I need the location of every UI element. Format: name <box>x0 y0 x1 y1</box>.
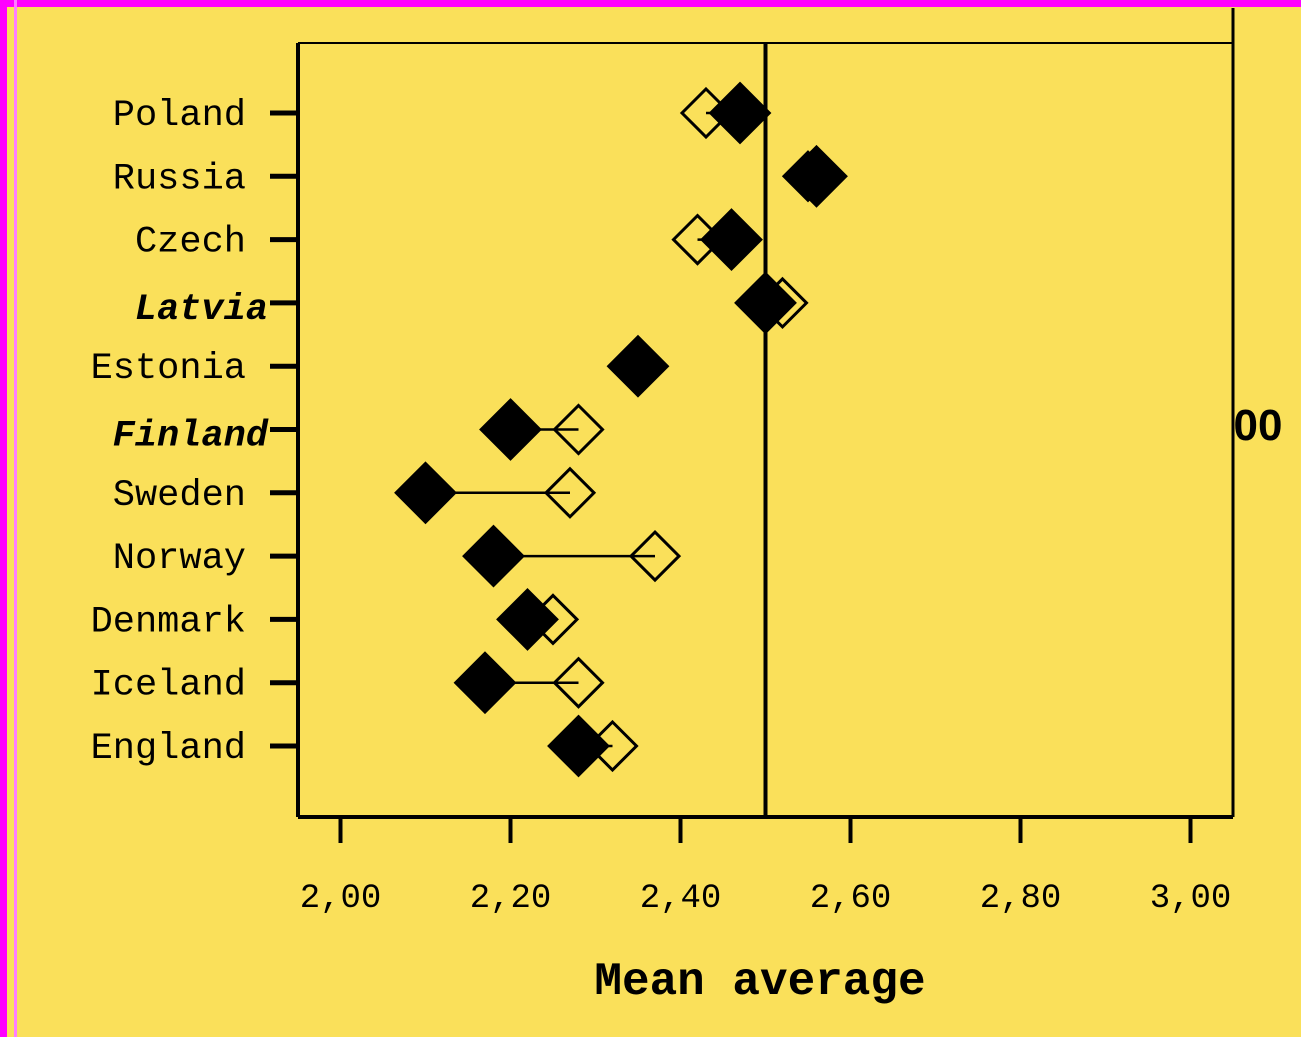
filled-diamond-point <box>700 208 763 272</box>
filled-diamond-point <box>547 714 610 778</box>
open-diamond-point <box>552 656 605 709</box>
filled-diamond-point <box>462 524 525 588</box>
labels-layer: 2,00 2,20 2,40 2,60 2,80 3,00 Poland Russia Czec… <box>91 95 1232 918</box>
filled-diamond-point <box>453 651 517 715</box>
filled-diamond-point <box>785 144 848 208</box>
x-tick-label: 2,80 <box>980 880 1062 918</box>
filled-diamond-point <box>708 81 772 145</box>
x-tick-label: 2,00 <box>300 880 382 918</box>
axes-layer <box>270 8 1235 843</box>
filled-diamond-point <box>606 334 670 398</box>
y-tick-label: Finland <box>113 416 269 458</box>
filled-diamond-series <box>394 81 848 778</box>
x-axis-title: Mean average <box>594 956 925 1008</box>
side-text: 00 <box>1234 401 1283 450</box>
filled-diamond-point <box>479 398 542 461</box>
filled-diamond-point <box>496 587 559 651</box>
filled-diamond-point <box>734 271 797 335</box>
y-tick-label: Latvia <box>135 289 268 331</box>
x-tick-label: 2,20 <box>470 880 552 918</box>
x-tick-label: 2,40 <box>640 880 722 918</box>
open-diamond-point <box>552 403 605 456</box>
y-tick-label: Norway <box>113 538 246 580</box>
y-tick-label: Estonia <box>91 348 246 390</box>
y-tick-label: Iceland <box>91 665 246 707</box>
frame-inner-edge <box>14 0 17 1037</box>
x-tick-label: 3,00 <box>1150 880 1232 918</box>
open-diamond-point <box>543 466 597 519</box>
y-tick-label: Poland <box>113 95 246 137</box>
y-tick-label: England <box>91 728 246 770</box>
y-tick-label: Czech <box>135 222 246 264</box>
y-tick-label: Russia <box>113 158 246 200</box>
y-tick-label: Sweden <box>113 475 246 517</box>
x-tick-label: 2,60 <box>810 880 892 918</box>
y-tick-label: Denmark <box>91 601 246 643</box>
filled-diamond-point <box>394 461 457 525</box>
open-diamond-point <box>628 529 682 583</box>
